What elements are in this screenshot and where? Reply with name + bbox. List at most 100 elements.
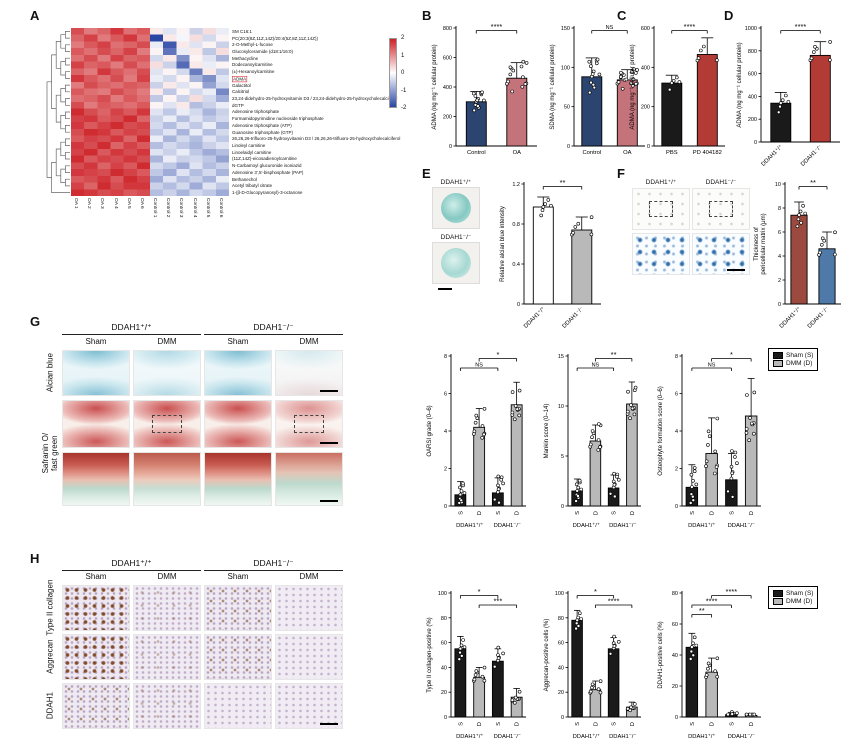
heatmap-cells [71,28,230,197]
heatmap-row-label: Linoleyl carnitine [232,143,266,149]
g-cond-1: Sham [85,337,107,346]
bar-chart: Mankin score (0–14) 0 5 10 15 S D S D ** NS DDAH1⁺/… [544,350,641,529]
inset-box [648,201,674,217]
micrograph-panelH-row2-col1 [62,634,130,680]
heatmap-row-label: SM C16:1 [232,28,252,34]
alcian-pellet-wt [432,187,480,229]
svg-text:****: **** [608,597,620,606]
heatmap-row-label: Methacycline [232,55,259,61]
heatmap-col-label: Control 3 [179,198,185,218]
svg-text:400: 400 [641,65,650,71]
svg-text:0: 0 [754,140,757,146]
heatmap-row-label: 1-(β-D-Glucopyranosyl)-3-octanone [232,190,303,196]
g-row-label-safranin: Safranin O/ fast green [41,393,59,513]
svg-text:DDAH1⁺/⁺: DDAH1⁺/⁺ [573,522,600,529]
colorbar-ticks: 2 1 0 -1 -2 [389,35,413,112]
h-row-label-ddah1: DDAH1 [45,692,55,720]
svg-text:80: 80 [441,616,447,622]
svg-text:0: 0 [675,504,678,510]
scale-bar [320,723,338,725]
heatmap [71,28,230,197]
bar-chart: Osteophyte formation score (0–6) 0 2 4 6 8 S D S… [658,350,761,529]
svg-text:S: S [612,722,618,726]
heatmap-row-label: ADMA [232,75,248,82]
heatmap-row-label: dGTP [232,102,244,108]
svg-text:0: 0 [449,144,452,150]
heatmap-row-label: Galactitol [232,82,251,88]
svg-text:D: D [477,722,483,726]
svg-text:NS: NS [606,25,614,31]
svg-text:DDAH1⁻/⁻: DDAH1⁻/⁻ [800,144,824,168]
svg-text:10: 10 [775,182,781,188]
svg-text:****: **** [684,22,696,31]
bar-chart: Aggrecan-positive cells (%) 0 20 40 60 80 100 S… [544,587,641,740]
heatmap-col-label: Control 4 [192,198,198,218]
bar-chart: Thickness of pericellular matrix (μm) 0 2 4 6… [754,178,841,330]
svg-text:Mankin score (0–14): Mankin score (0–14) [544,404,550,459]
svg-text:400: 400 [748,94,757,100]
heatmap-col-label: Control 6 [218,198,225,218]
svg-text:D: D [593,722,599,726]
svg-text:15: 15 [558,354,564,360]
svg-text:DDAH1⁻/⁻: DDAH1⁻/⁻ [494,523,521,529]
micrograph-panelG-row3-col4 [275,452,343,506]
svg-text:Relative alcian blue intensity: Relative alcian blue intensity [500,206,506,282]
svg-text:ADMA (ng mg⁻¹ cellular protein: ADMA (ng mg⁻¹ cellular protein) [432,44,438,129]
micrograph-panelH-row1-col1 [62,585,130,631]
svg-text:S: S [458,511,464,515]
safranin-line2: fast green [50,435,59,471]
svg-text:DDAH1⁻/⁻: DDAH1⁻/⁻ [807,306,831,330]
h-cond-4: DMM [299,572,319,581]
svg-text:5: 5 [561,454,564,460]
micrograph-pcm-high-ko [692,233,750,275]
legend-swatch [773,360,783,367]
svg-text:****: **** [795,22,807,31]
pellet-wt [441,193,471,223]
panel-d-label: D [724,8,734,23]
heatmap-row-label: Adenosine 3',5'-bisphosphate (PAP) [232,169,304,175]
svg-text:PD 404182: PD 404182 [693,150,722,156]
heatmap-col-label: OA 1 [74,198,80,209]
micrograph-panelG-row3-col2 [133,452,201,506]
micrograph-pcm-low-ko [692,188,750,230]
svg-text:0: 0 [778,302,781,308]
heatmap-colorbar [389,38,397,108]
svg-text:80: 80 [672,591,678,597]
heatmap-row-label: Bethanechol [232,176,257,182]
g-cond-4: DMM [299,337,319,346]
panel-g-label: G [30,314,41,329]
svg-text:DDAH1⁺/⁺: DDAH1⁺/⁺ [456,733,483,740]
heatmap-row-label: 2-O-Methyl-L-fucose [232,42,273,48]
svg-text:6: 6 [778,230,781,236]
legend-swatch [773,590,783,597]
svg-text:D: D [515,511,521,515]
svg-text:20: 20 [558,690,564,696]
svg-text:S: S [612,511,618,515]
bar-chart: Relative alcian blue intensity 0 0.4 0.8 1.2… [500,178,601,330]
svg-text:100: 100 [555,591,564,597]
svg-text:S: S [458,722,464,726]
svg-text:S: S [575,722,581,726]
svg-text:OA: OA [623,150,632,156]
micrograph-panelH-row2-col4 [275,634,343,680]
heatmap-col-label: OA 3 [100,198,106,209]
pellet-label-wt: DDAH1⁺/⁺ [440,179,472,186]
heatmap-row-label: Linoelaidyl carnitine [232,149,272,155]
micrograph-panelG-row2-col3 [204,400,272,448]
svg-text:2: 2 [675,467,678,473]
heatmap-col-label: Control 2 [166,198,172,218]
legend-label: Sham (S) [786,352,814,359]
legend-swatch [773,598,783,605]
panel-e-label: E [422,166,431,181]
heatmap-col-label: OA 5 [126,198,133,209]
svg-text:40: 40 [672,653,678,659]
svg-text:**: ** [611,350,617,359]
heatmap-row-label: Formamidopyrimidine nucleoside triphosph… [232,116,324,122]
svg-text:S: S [496,511,502,515]
svg-text:DDAH1-positive cells (%): DDAH1-positive cells (%) [658,621,664,688]
heatmap-row-label: Adenosine triphosphate [232,109,280,115]
svg-text:S: S [496,722,502,726]
micrograph-panelG-row1-col2 [133,350,201,396]
svg-text:D: D [749,722,755,726]
